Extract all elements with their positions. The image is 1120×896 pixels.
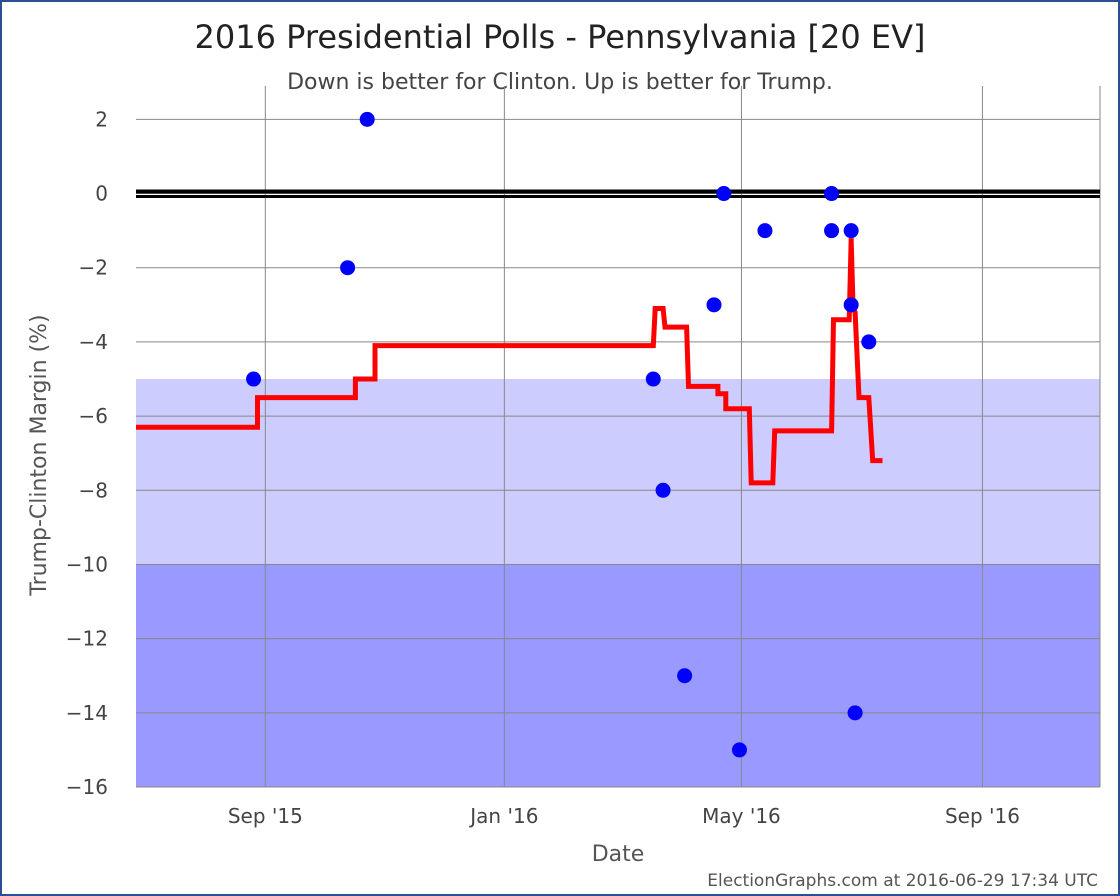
poll-point-14 [847,705,863,721]
y-tick-label-4: −6 [79,404,108,428]
poll-point-2 [359,111,375,127]
y-tick-label-8: −14 [66,701,108,725]
poll-point-11 [824,223,840,239]
x-tick-label-3: Sep '16 [945,804,1020,828]
x-tick-label-2: May '16 [702,804,781,828]
chart-subtitle: Down is better for Clinton. Up is better… [287,70,833,95]
y-axis-label: Trump-Clinton Margin (%) [27,314,52,596]
poll-point-10 [824,186,840,202]
poll-point-7 [716,186,732,202]
poll-point-3 [645,371,661,387]
poll-point-15 [861,334,877,350]
credit-text: ElectionGraphs.com at 2016-06-29 17:34 U… [707,871,1098,891]
chart-title: 2016 Presidential Polls - Pennsylvania [… [195,18,926,56]
x-tick-label-1: Jan '16 [468,804,538,828]
poll-point-8 [731,742,747,758]
shade-band-1 [136,564,1100,787]
poll-point-6 [706,297,722,313]
poll-point-5 [677,668,693,684]
poll-point-12 [843,223,859,239]
poll-point-13 [843,297,859,313]
y-tick-label-3: −4 [79,330,108,354]
y-tick-label-5: −8 [79,478,108,502]
poll-point-0 [246,371,262,387]
y-tick-label-7: −12 [66,627,108,651]
y-tick-label-1: 0 [95,182,108,206]
y-tick-label-6: −10 [66,552,108,576]
x-axis-label: Date [592,842,645,867]
y-tick-label-9: −16 [66,775,108,799]
y-tick-label-0: 2 [95,107,108,131]
series-line-average [136,238,883,486]
poll-point-1 [340,260,356,276]
poll-point-9 [757,223,773,239]
poll-point-4 [655,482,671,498]
x-tick-label-0: Sep '15 [228,804,303,828]
y-tick-label-2: −2 [79,256,108,280]
plot-area: 2 0 −2 −4 −6 −8 −10 −12 −14 −16 Sep '15 Jan '16 May … [66,86,1101,828]
shade-band-0 [136,379,1100,565]
